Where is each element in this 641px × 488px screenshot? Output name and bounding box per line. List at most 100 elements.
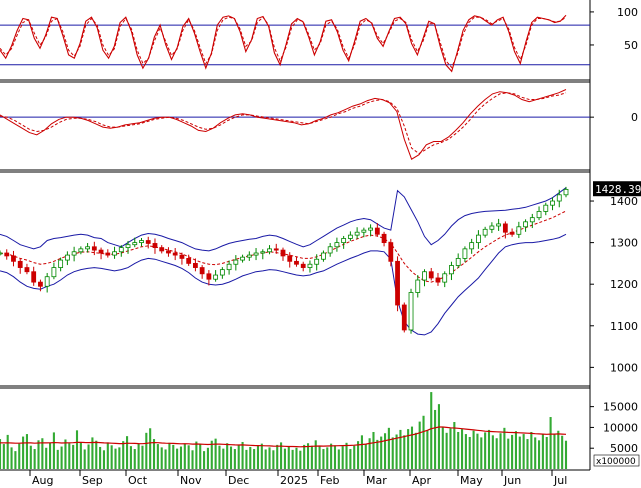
volume-bar: [357, 441, 360, 469]
osc2-series-line: [0, 89, 567, 160]
volume-bar: [495, 438, 498, 469]
candle-body: [455, 258, 461, 266]
candle-body: [294, 260, 299, 265]
volume-bar: [253, 449, 256, 469]
volume-bar: [264, 449, 267, 469]
candle-body: [58, 259, 64, 268]
candle-body: [314, 258, 320, 265]
volume-bar: [453, 422, 456, 469]
osc1-series-line: [0, 16, 567, 69]
volume-bar: [260, 443, 263, 469]
volume-bar: [83, 449, 86, 469]
price-tick-label: 1000: [610, 361, 638, 374]
candle-body: [145, 240, 151, 244]
x-axis: Aug Sep Oct Nov Dec 2025 Feb Mar Apr May Jun Jul: [29, 470, 567, 487]
candle-body: [159, 247, 165, 252]
volume-unit-label: x100000: [596, 457, 636, 467]
volume-bar: [29, 445, 32, 469]
volume-bar: [118, 447, 121, 469]
volume-bar: [199, 444, 202, 469]
volume-bar: [114, 448, 117, 469]
candle-body: [172, 252, 178, 256]
volume-bar: [33, 449, 36, 469]
volume-bar: [326, 447, 329, 469]
candle-body: [0, 252, 3, 255]
volume-bar: [256, 445, 260, 469]
candle-body: [112, 251, 117, 256]
volume-bar: [310, 445, 313, 469]
volume-bar: [441, 426, 444, 469]
volume-bar: [449, 428, 452, 469]
volume-bar: [476, 433, 479, 469]
volume-bar: [187, 445, 190, 469]
price-tick-label: 1200: [610, 278, 638, 291]
volume-bar: [160, 447, 163, 469]
candle-body: [219, 269, 225, 276]
volume-bar: [545, 436, 548, 469]
candle-body: [280, 249, 286, 257]
volume-bar: [222, 448, 225, 469]
candle-body: [139, 240, 144, 244]
volume-bar: [129, 446, 132, 469]
volume-bar: [503, 427, 506, 469]
volume-bar: [210, 440, 213, 469]
volume-bar: [399, 429, 402, 469]
candle-body: [482, 228, 488, 236]
volume-bar: [126, 436, 129, 469]
volume-bar: [75, 430, 79, 469]
candle-body: [64, 254, 70, 261]
candle-body: [341, 238, 347, 244]
candle-body: [556, 194, 562, 202]
volume-bar: [337, 449, 340, 469]
osc1-tick-label: 50: [624, 39, 638, 52]
volume-bar: [472, 430, 475, 469]
volume-bar: [514, 431, 517, 469]
volume-bar: [22, 436, 25, 469]
candle-body: [71, 251, 77, 256]
volume-bar: [56, 449, 59, 469]
candle-body: [509, 231, 515, 235]
volume-bar: [156, 444, 159, 469]
volume-bar: [418, 421, 421, 469]
volume-bar: [68, 443, 71, 469]
x-tick-label: Feb: [320, 474, 339, 487]
candle-body: [246, 254, 252, 258]
candle-body: [4, 252, 10, 257]
volume-bar: [430, 392, 433, 469]
candle-body: [199, 267, 205, 275]
volume-bar: [480, 437, 483, 469]
volume-bar: [557, 430, 560, 469]
candle-body: [179, 254, 185, 259]
candle-body: [125, 244, 131, 249]
volume-bar: [380, 436, 383, 469]
volume-bar: [345, 442, 348, 469]
volume-bar: [414, 432, 417, 469]
x-tick-label: Jul: [553, 474, 567, 487]
volume-bar: [330, 443, 333, 469]
volume-bar: [410, 426, 414, 469]
price-panel: 1400 1300 1200 1100 1000 1428.390: [0, 181, 641, 374]
candle-body: [469, 242, 475, 250]
volume-bar: [99, 446, 102, 469]
last-value-box: [593, 181, 641, 197]
candle-body: [327, 246, 333, 254]
volume-bar: [37, 440, 40, 469]
candle-body: [85, 246, 90, 250]
volume-bar: [218, 445, 221, 469]
volume-tick-label: 15000: [603, 401, 638, 414]
volume-bar: [306, 443, 310, 469]
volume-bar: [0, 439, 2, 469]
price-tick-label: 1400: [610, 195, 638, 208]
oscillator-1-panel: 100 50: [0, 6, 638, 73]
candle-body: [24, 267, 30, 273]
x-tick-label: May: [460, 474, 483, 487]
osc1-tick-label: 100: [617, 6, 638, 19]
volume-bar: [553, 434, 556, 469]
volume-bar: [91, 437, 94, 469]
volume-bar: [372, 431, 375, 469]
candle-body: [253, 252, 259, 256]
volume-tick-label: 10000: [603, 421, 638, 434]
volume-bar: [541, 434, 544, 469]
candle-body: [543, 204, 549, 212]
candle-body: [563, 188, 569, 196]
